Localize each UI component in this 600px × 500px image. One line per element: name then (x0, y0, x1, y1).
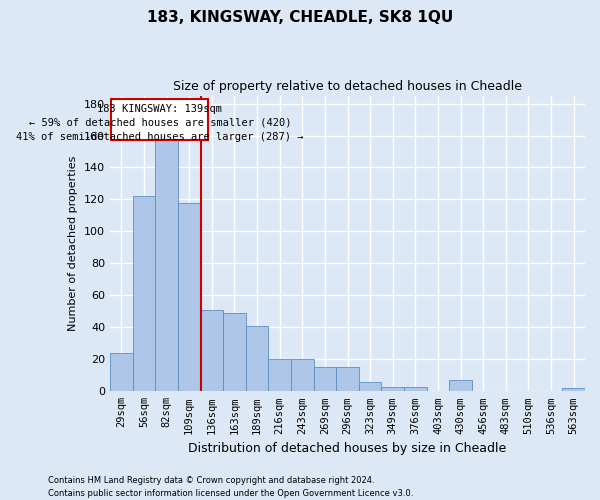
Text: 183, KINGSWAY, CHEADLE, SK8 1QU: 183, KINGSWAY, CHEADLE, SK8 1QU (147, 10, 453, 25)
Bar (562, 388, 585, 392)
Bar (246, 326, 268, 392)
Bar (223, 313, 246, 392)
Bar (449, 380, 472, 392)
Bar (133, 196, 155, 392)
Bar (314, 368, 336, 392)
Title: Size of property relative to detached houses in Cheadle: Size of property relative to detached ho… (173, 80, 522, 93)
Bar (291, 360, 314, 392)
Bar (382, 386, 404, 392)
Bar (268, 360, 291, 392)
Bar (110, 353, 133, 392)
Text: 41% of semi-detached houses are larger (287) →: 41% of semi-detached houses are larger (… (16, 132, 304, 142)
Bar (200, 310, 223, 392)
Text: 183 KINGSWAY: 139sqm: 183 KINGSWAY: 139sqm (97, 104, 222, 114)
Bar (155, 130, 178, 392)
Text: ← 59% of detached houses are smaller (420): ← 59% of detached houses are smaller (42… (29, 118, 291, 128)
Text: Contains HM Land Registry data © Crown copyright and database right 2024.
Contai: Contains HM Land Registry data © Crown c… (48, 476, 413, 498)
Y-axis label: Number of detached properties: Number of detached properties (68, 156, 79, 331)
Bar (336, 368, 359, 392)
Bar (404, 386, 427, 392)
X-axis label: Distribution of detached houses by size in Cheadle: Distribution of detached houses by size … (188, 442, 506, 455)
FancyBboxPatch shape (111, 99, 208, 140)
Bar (359, 382, 382, 392)
Bar (178, 202, 200, 392)
